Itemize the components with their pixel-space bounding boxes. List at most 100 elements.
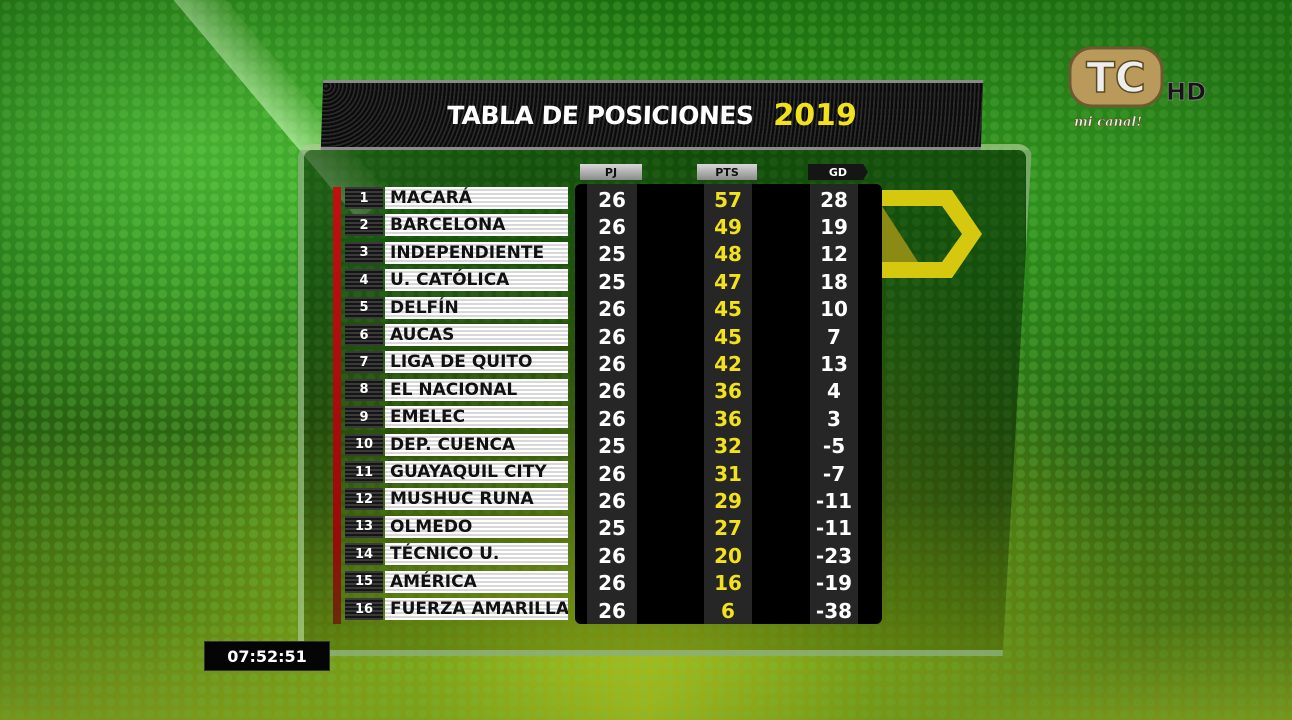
- pts-value: 20: [714, 543, 742, 568]
- pts-value: 32: [714, 434, 742, 459]
- clock-display: 07:52:51: [204, 641, 330, 671]
- gd-value: 19: [820, 214, 848, 239]
- team-name: OLMEDO: [385, 515, 568, 538]
- table-row: 5 DELFÍN: [345, 296, 568, 319]
- pj-column: [587, 184, 637, 624]
- position-number: 9: [345, 406, 383, 429]
- gd-value: 13: [820, 351, 848, 376]
- pts-value: 16: [714, 571, 742, 596]
- title-bar: TABLA DE POSICIONES 2019: [320, 80, 984, 150]
- position-number: 11: [345, 461, 383, 483]
- gd-value: -23: [815, 543, 853, 568]
- pts-value: 27: [714, 516, 742, 541]
- pts-value: 47: [714, 269, 742, 294]
- position-number: 14: [345, 543, 383, 566]
- position-number: 10: [345, 433, 383, 456]
- gd-column: [810, 184, 858, 624]
- position-number: 8: [345, 378, 383, 401]
- pj-value: 26: [598, 598, 626, 623]
- pts-column: [704, 184, 752, 624]
- team-name: MUSHUC RUNA: [385, 488, 568, 511]
- team-name: GUAYAQUIL CITY: [385, 461, 568, 483]
- pj-value: 26: [598, 351, 626, 376]
- svg-text:HD: HD: [1166, 78, 1206, 106]
- svg-text:mi canal!: mi canal!: [1074, 115, 1142, 130]
- gd-value: 3: [827, 406, 841, 431]
- gd-value: 18: [820, 269, 848, 294]
- position-number: 7: [345, 351, 383, 374]
- gd-value: -5: [822, 434, 846, 459]
- pts-value: 31: [714, 461, 742, 486]
- table-row: 2 BARCELONA: [345, 214, 568, 237]
- table-row: 14 TÉCNICO U.: [345, 543, 568, 566]
- gd-value: -19: [815, 571, 853, 596]
- pts-value: 57: [714, 187, 742, 212]
- position-number: 12: [345, 488, 383, 511]
- pj-value: 26: [598, 297, 626, 322]
- position-number: 4: [345, 269, 383, 292]
- gd-value: 10: [820, 297, 848, 322]
- pj-value: 26: [598, 379, 626, 404]
- pj-value: 26: [598, 488, 626, 513]
- pts-value: 48: [714, 242, 742, 267]
- pts-value: 6: [721, 598, 735, 623]
- tc-hd-logo-icon: TC HD mi canal!: [1068, 46, 1206, 130]
- table-row: 13 OLMEDO: [345, 515, 568, 538]
- position-number: 16: [345, 598, 383, 620]
- gd-value: 4: [827, 379, 841, 404]
- table-row: 9 EMELEC: [345, 406, 568, 429]
- gd-value: 12: [820, 242, 848, 267]
- table-row: 12 MUSHUC RUNA: [345, 488, 568, 511]
- pts-value: 29: [714, 488, 742, 513]
- team-name: AMÉRICA: [385, 570, 568, 593]
- position-number: 6: [345, 324, 383, 346]
- team-name: DELFÍN: [385, 296, 568, 319]
- position-number: 1: [345, 187, 383, 209]
- pj-value: 25: [598, 434, 626, 459]
- pts-value: 45: [714, 324, 742, 349]
- pj-value: 26: [598, 214, 626, 239]
- pj-value: 26: [598, 461, 626, 486]
- pj-value: 26: [598, 324, 626, 349]
- table-row: 3 INDEPENDIENTE: [345, 241, 568, 264]
- gd-value: 28: [820, 187, 848, 212]
- header-pj: PJ: [580, 164, 642, 180]
- team-name: TÉCNICO U.: [385, 543, 568, 566]
- gd-value: -7: [822, 461, 846, 486]
- table-row: 7 LIGA DE QUITO: [345, 351, 568, 374]
- team-name: EL NACIONAL: [385, 378, 568, 401]
- pts-value: 49: [714, 214, 742, 239]
- pts-value: 36: [714, 406, 742, 431]
- table-row: 16 FUERZA AMARILLA: [345, 598, 568, 620]
- gd-value: -38: [815, 598, 853, 623]
- table-row: 6 AUCAS: [345, 324, 568, 346]
- svg-text:TC: TC: [1086, 53, 1145, 102]
- red-indicator-bar: [333, 187, 341, 624]
- header-pts: PTS: [697, 164, 757, 180]
- gd-value: -11: [815, 488, 853, 513]
- position-number: 3: [345, 241, 383, 264]
- table-row: 1 MACARÁ: [345, 187, 568, 209]
- header-gd: GD: [808, 164, 868, 180]
- position-number: 15: [345, 570, 383, 593]
- table-row: 15 AMÉRICA: [345, 570, 568, 593]
- position-number: 2: [345, 214, 383, 237]
- pj-value: 26: [598, 406, 626, 431]
- team-name: LIGA DE QUITO: [385, 351, 568, 374]
- table-row: 11 GUAYAQUIL CITY: [345, 461, 568, 483]
- gd-value: 7: [827, 324, 841, 349]
- pts-value: 45: [714, 297, 742, 322]
- pj-value: 25: [598, 269, 626, 294]
- pj-value: 26: [598, 571, 626, 596]
- position-number: 13: [345, 515, 383, 538]
- pj-value: 25: [598, 242, 626, 267]
- team-name: MACARÁ: [385, 187, 568, 209]
- table-row: 8 EL NACIONAL: [345, 378, 568, 401]
- season-year: 2019: [772, 97, 858, 133]
- pj-value: 25: [598, 516, 626, 541]
- pts-value: 36: [714, 379, 742, 404]
- team-name: DEP. CUENCA: [385, 433, 568, 456]
- table-row: 10 DEP. CUENCA: [345, 433, 568, 456]
- team-name: EMELEC: [385, 406, 568, 429]
- position-number: 5: [345, 296, 383, 319]
